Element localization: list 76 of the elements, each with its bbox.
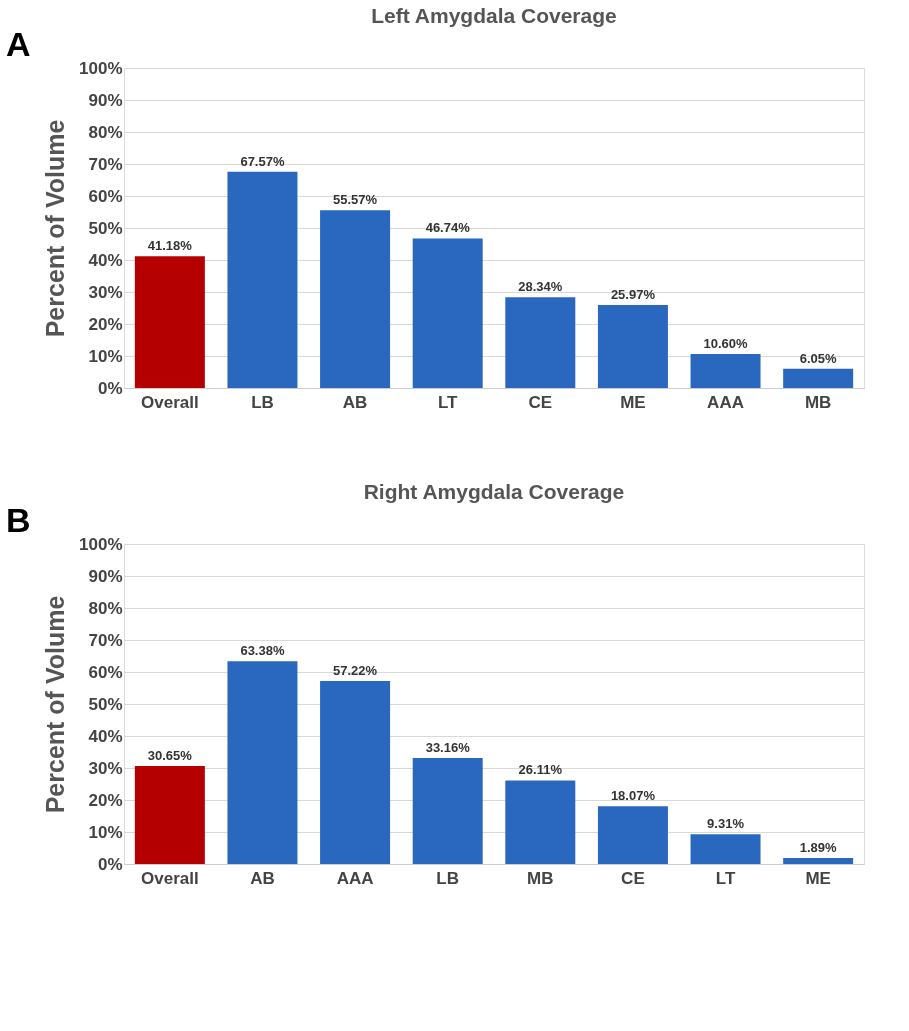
data-label: 25.97% <box>610 286 656 302</box>
x-tick-label: MB <box>804 392 832 412</box>
x-tick-label: AAA <box>707 392 744 412</box>
y-tick-label: 60% <box>88 662 123 682</box>
x-tick-label: Overall <box>141 392 199 412</box>
bar <box>134 256 205 388</box>
data-label: 10.60% <box>703 336 749 352</box>
bar <box>783 857 854 864</box>
x-tick-label: LB <box>436 868 460 888</box>
y-tick-label: 10% <box>88 822 123 842</box>
y-tick-label: 50% <box>88 218 123 238</box>
x-tick-label: ME <box>620 392 646 412</box>
bar <box>505 297 576 388</box>
y-tick-label: 60% <box>88 186 123 206</box>
text: B <box>6 501 31 539</box>
y-tick-label: 70% <box>88 154 123 174</box>
data-label: 18.07% <box>610 788 656 804</box>
bar <box>505 780 576 864</box>
x-tick-label: ME <box>805 868 831 888</box>
bar <box>690 834 761 864</box>
data-label: 30.65% <box>147 747 193 763</box>
data-label: 26.11% <box>518 762 563 778</box>
x-tick-label: AAA <box>336 868 374 888</box>
bar <box>412 757 483 864</box>
chart-title: Left Amygdala Coverage <box>371 4 617 27</box>
data-label: 6.05% <box>799 350 838 366</box>
data-label: 46.74% <box>425 220 471 236</box>
y-tick-label: 10% <box>88 346 123 366</box>
y-tick-label: 80% <box>88 598 123 618</box>
y-tick-label: 0% <box>97 854 123 874</box>
x-tick-label: LT <box>437 392 459 412</box>
bar <box>783 368 854 388</box>
bar <box>690 354 761 388</box>
x-tick-label: AB <box>342 392 368 412</box>
x-tick-label: CE <box>528 392 553 412</box>
x-tick-label: Overall <box>141 868 199 888</box>
y-tick-label: 70% <box>88 630 123 650</box>
x-tick-label: AB <box>250 868 275 888</box>
y-tick-label: 80% <box>88 122 123 142</box>
y-tick-label: 20% <box>88 790 123 810</box>
y-tick-label: 40% <box>88 250 123 270</box>
y-axis-title: Percent of Volume <box>41 595 70 814</box>
x-tick-label: CE <box>621 868 645 888</box>
bar <box>597 304 668 388</box>
bar <box>134 765 205 864</box>
x-tick-label: LT <box>715 868 736 888</box>
y-tick-label: 100% <box>79 534 123 554</box>
bar <box>320 680 391 864</box>
data-label: 33.16% <box>425 739 471 755</box>
x-tick-label: LB <box>251 392 274 412</box>
bar <box>320 210 391 388</box>
bar <box>412 238 483 388</box>
data-label: 28.34% <box>518 279 563 295</box>
y-tick-label: 90% <box>88 90 123 110</box>
y-tick-label: 100% <box>79 58 123 78</box>
data-label: 63.38% <box>240 643 285 659</box>
y-tick-label: 90% <box>88 566 123 586</box>
data-label: 41.18% <box>147 238 193 254</box>
y-tick-label: 50% <box>88 694 123 714</box>
bar <box>227 171 298 388</box>
y-tick-label: 30% <box>88 282 123 302</box>
bar <box>597 806 668 864</box>
bar <box>227 661 298 864</box>
y-tick-label: 0% <box>97 378 123 398</box>
x-tick-label: MB <box>527 868 554 888</box>
y-tick-label: 40% <box>88 726 123 746</box>
y-axis-title: Percent of Volume <box>41 119 70 338</box>
y-tick-label: 20% <box>88 314 123 334</box>
y-tick-label: 30% <box>88 758 123 778</box>
text: A <box>6 25 31 63</box>
chart-title: Right Amygdala Coverage <box>363 480 625 503</box>
data-label: 55.57% <box>333 192 378 208</box>
data-label: 57.22% <box>333 662 378 678</box>
data-label: 9.31% <box>707 816 745 832</box>
data-label: 67.57% <box>240 153 285 169</box>
data-label: 1.89% <box>799 839 838 855</box>
